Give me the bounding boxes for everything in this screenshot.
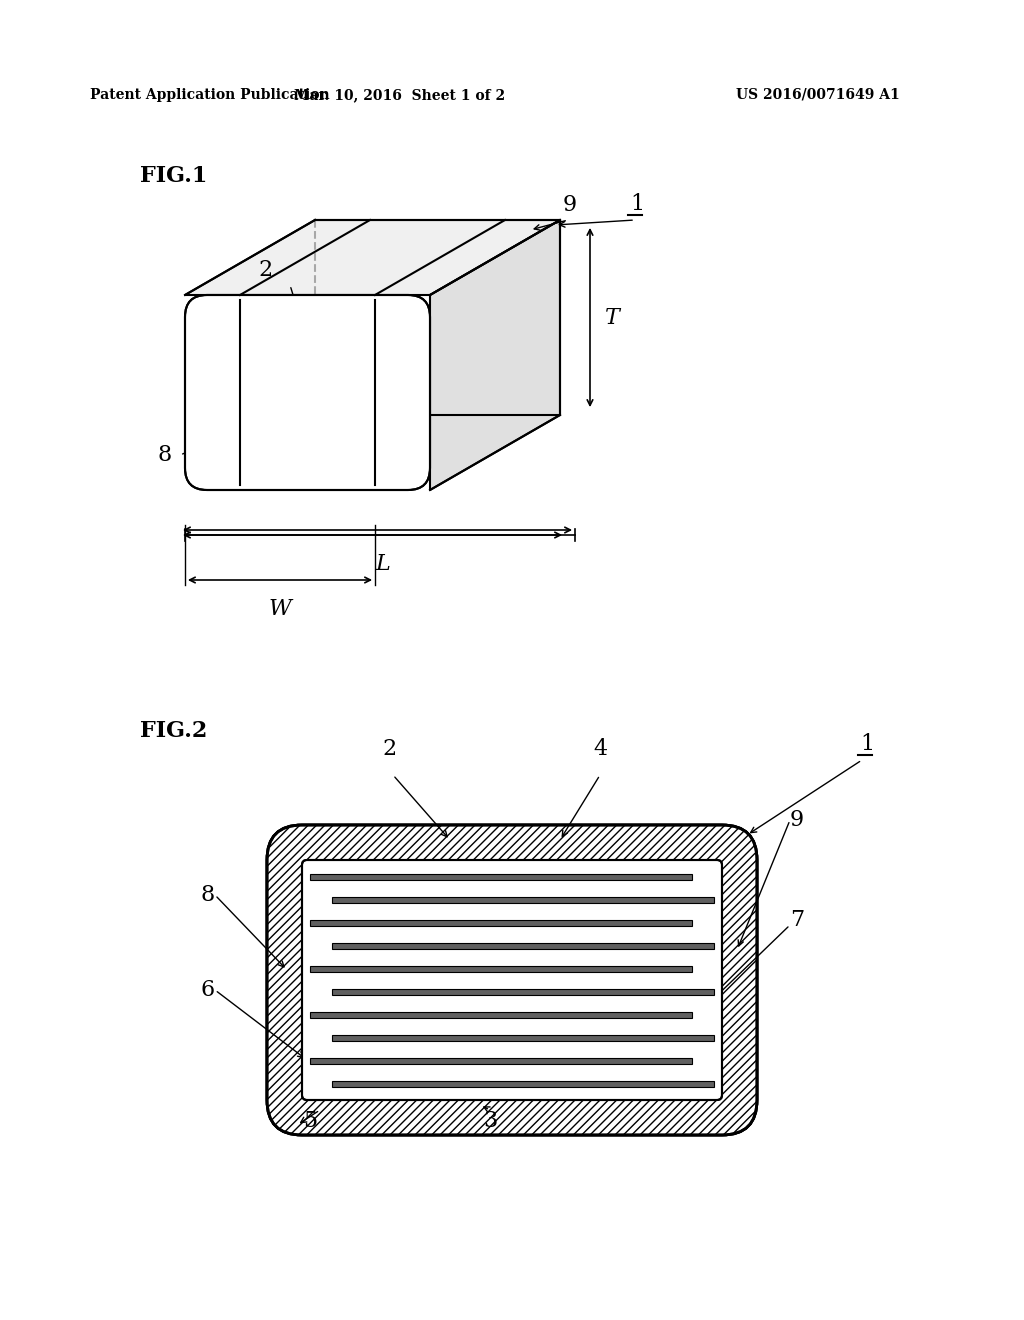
Bar (310, 874, 692, 879)
Text: 6: 6 (201, 979, 215, 1001)
Text: 4: 4 (593, 738, 607, 760)
Text: 2: 2 (383, 738, 397, 760)
Bar (310, 920, 692, 925)
Text: 9: 9 (563, 194, 578, 216)
Bar (332, 896, 714, 903)
FancyBboxPatch shape (267, 825, 757, 1135)
FancyBboxPatch shape (267, 825, 757, 1135)
Text: 1: 1 (630, 193, 644, 215)
Text: 9: 9 (790, 809, 804, 832)
Text: 3: 3 (483, 1110, 497, 1133)
Bar (332, 1081, 714, 1086)
Text: 7: 7 (790, 909, 804, 931)
Text: 8: 8 (201, 884, 215, 906)
Text: L: L (375, 553, 390, 576)
Text: 8: 8 (158, 444, 172, 466)
Bar (332, 942, 714, 949)
Text: FIG.1: FIG.1 (140, 165, 208, 187)
Text: W: W (268, 598, 292, 620)
Bar (332, 1035, 714, 1040)
Text: 5: 5 (303, 1110, 317, 1133)
Text: Mar. 10, 2016  Sheet 1 of 2: Mar. 10, 2016 Sheet 1 of 2 (295, 88, 506, 102)
Text: T: T (605, 306, 620, 329)
Bar (310, 1011, 692, 1018)
Text: 1: 1 (860, 733, 874, 755)
Bar (332, 989, 714, 994)
Polygon shape (430, 220, 560, 490)
Bar (310, 965, 692, 972)
Text: Patent Application Publication: Patent Application Publication (90, 88, 330, 102)
Bar (310, 1057, 692, 1064)
Text: FIG.2: FIG.2 (140, 719, 208, 742)
Text: US 2016/0071649 A1: US 2016/0071649 A1 (736, 88, 900, 102)
Text: 2: 2 (258, 259, 272, 281)
FancyBboxPatch shape (302, 861, 722, 1100)
FancyBboxPatch shape (185, 294, 430, 490)
Polygon shape (185, 220, 560, 294)
